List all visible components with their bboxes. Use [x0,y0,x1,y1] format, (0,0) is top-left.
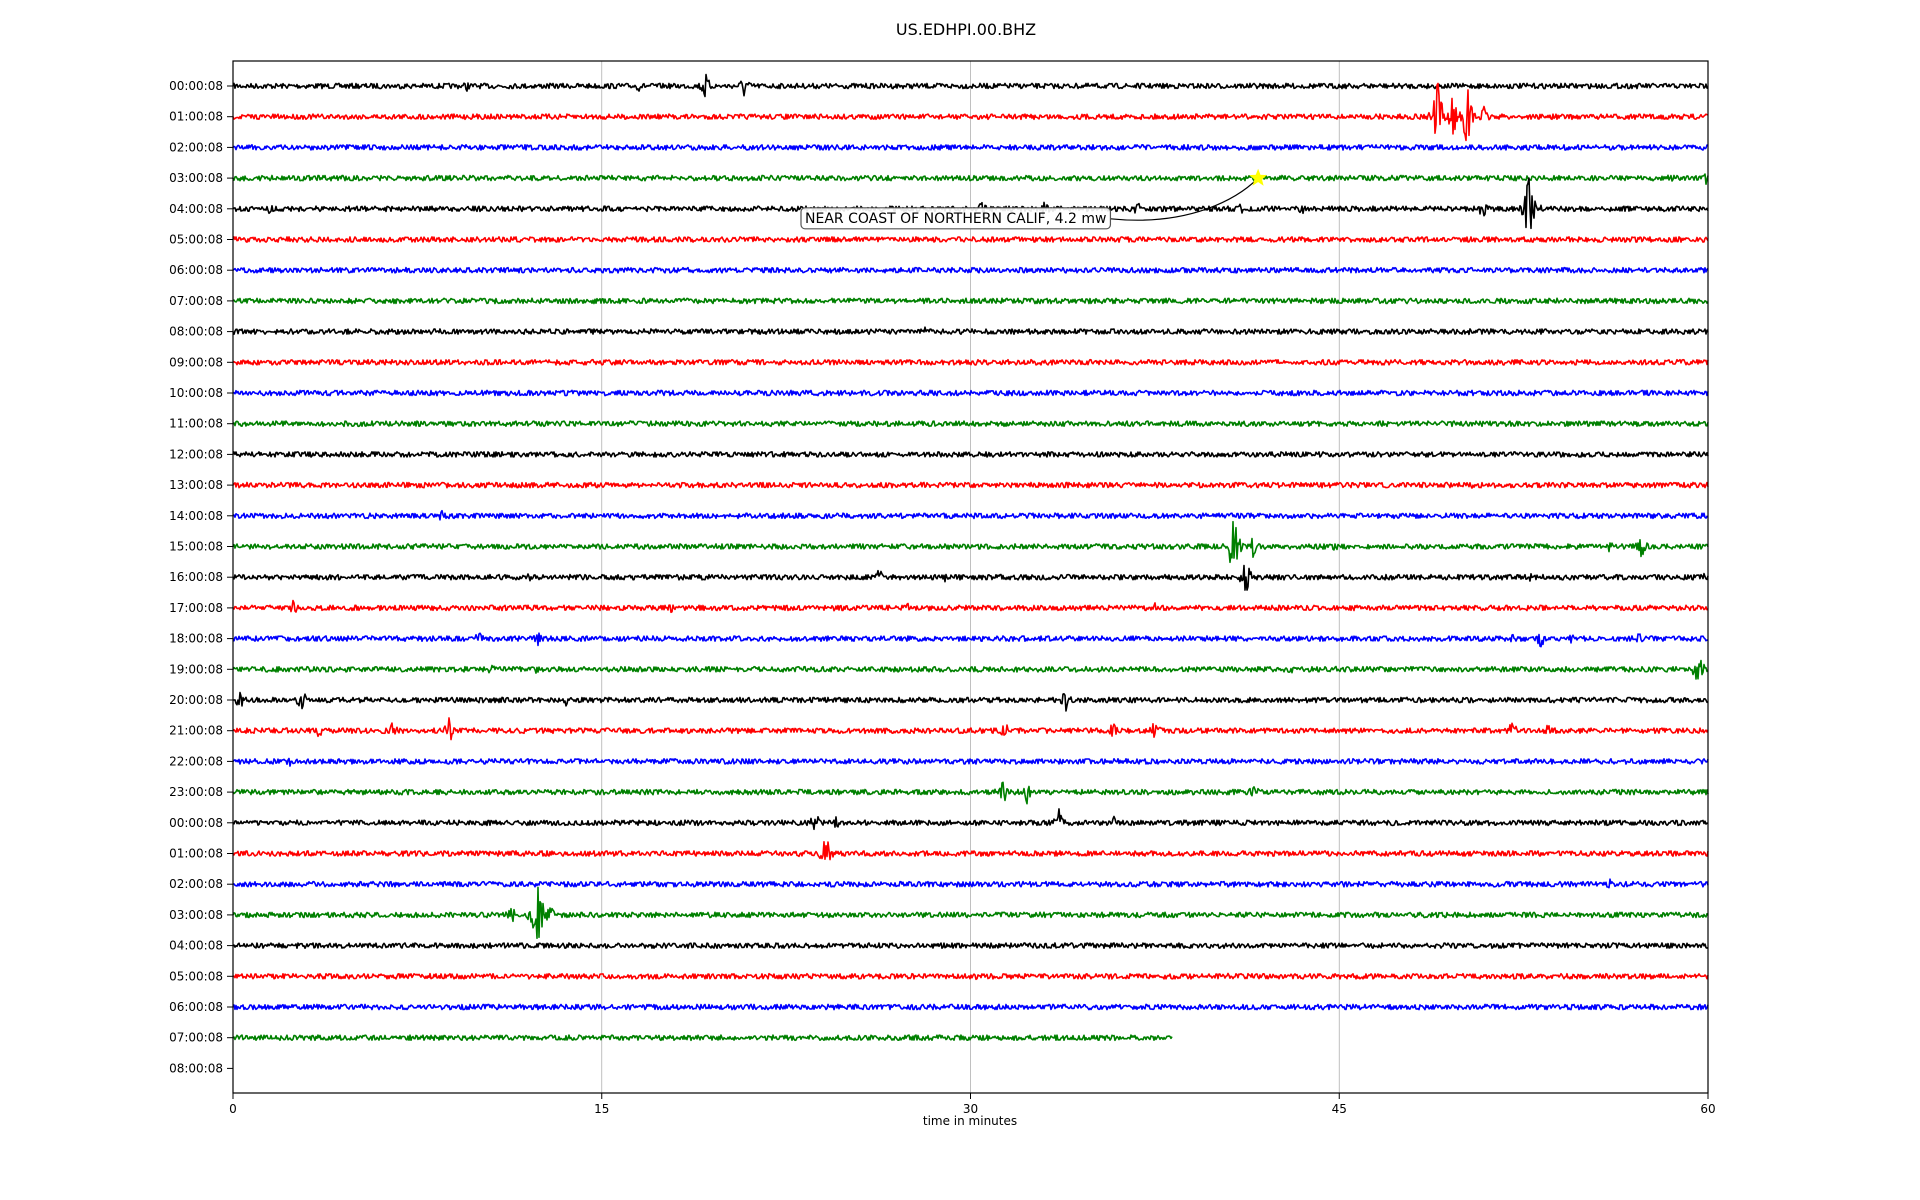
annotation-text: NEAR COAST OF NORTHERN CALIF, 4.2 mw [805,211,1106,227]
trace-row [233,691,1709,712]
y-tick-label: 20:00:08 [169,693,223,707]
y-tick-label: 03:00:08 [169,171,223,185]
trace-row [232,481,1709,489]
y-tick-label: 04:00:08 [169,939,223,953]
y-tick-label: 12:00:08 [169,447,223,461]
trace-row [232,878,1709,889]
traces [232,73,1709,1042]
y-tick-labels: 00:00:08 01:00:08 02:00:08 03:00:08 04:00:08… [169,79,233,1075]
y-tick-label: 05:00:08 [169,233,223,247]
trace-row [232,757,1709,767]
y-tick-label: 01:00:08 [169,110,223,124]
trace-row [232,509,1709,521]
trace-row [232,942,1709,949]
y-tick-label: 03:00:08 [169,908,223,922]
trace-row [232,266,1709,274]
x-tick-label: 15 [594,1102,609,1116]
y-tick-label: 10:00:08 [169,386,223,400]
trace-row [232,632,1709,648]
trace-row [232,358,1709,366]
x-ticks: 0 15 30 45 60 [229,1093,1716,1116]
y-tick-label: 08:00:08 [169,1061,223,1075]
trace-row [232,1003,1709,1011]
y-tick-label: 01:00:08 [169,847,223,861]
y-tick-label: 02:00:08 [169,877,223,891]
y-tick-label: 19:00:08 [169,662,223,676]
x-tick-label: 30 [963,1102,978,1116]
trace-row [232,717,1709,741]
trace-row [232,451,1709,458]
chart-title: US.EDHPI.00.BHZ [896,20,1036,39]
y-tick-label: 08:00:08 [169,325,223,339]
y-tick-label: 16:00:08 [169,570,223,584]
trace-row [232,73,1709,98]
trace-row [232,659,1709,680]
x-axis-label: time in minutes [923,1114,1017,1128]
trace-row [232,564,1709,591]
y-tick-label: 06:00:08 [169,263,223,277]
y-tick-label: 06:00:08 [169,1000,223,1014]
trace-row [232,144,1708,151]
y-tick-label: 07:00:08 [169,1031,223,1045]
trace-row [232,599,1709,614]
y-tick-label: 00:00:08 [169,79,223,93]
trace-row [232,886,1709,939]
trace-row [232,173,1709,185]
y-tick-label: 22:00:08 [169,754,223,768]
trace-row [232,420,1709,428]
y-tick-label: 21:00:08 [169,724,223,738]
trace-row [232,326,1709,336]
trace-row [232,297,1709,305]
y-tick-label: 15:00:08 [169,540,223,554]
x-tick-label: 60 [1700,1102,1715,1116]
trace-row [232,972,1709,981]
y-tick-label: 04:00:08 [169,202,223,216]
y-tick-label: 17:00:08 [169,601,223,615]
x-tick-label: 45 [1332,1102,1347,1116]
plot-frame [232,60,1709,1094]
y-tick-label: 11:00:08 [169,417,223,431]
event-annotation: NEAR COAST OF NORTHERN CALIF, 4.2 mw [800,168,1267,230]
y-tick-label: 13:00:08 [169,478,223,492]
x-tick-label: 0 [229,1102,237,1116]
y-tick-label: 07:00:08 [169,294,223,308]
trace-row [232,82,1708,142]
y-tick-label: 02:00:08 [169,140,223,154]
event-star-marker [1249,168,1267,186]
trace-row [232,236,1709,243]
y-tick-label: 09:00:08 [169,355,223,369]
y-tick-label: 00:00:08 [169,816,223,830]
trace-row [232,841,1709,861]
trace-row [232,808,1709,831]
trace-row [232,520,1709,564]
annotation-box [800,207,1112,230]
y-tick-label: 14:00:08 [169,509,223,523]
y-tick-label: 18:00:08 [169,632,223,646]
trace-row [232,781,1709,805]
y-tick-label: 05:00:08 [169,969,223,983]
annotation-connector [1110,177,1259,221]
trace-row [232,1034,1173,1042]
trace-row [232,389,1709,397]
y-tick-label: 23:00:08 [169,785,223,799]
